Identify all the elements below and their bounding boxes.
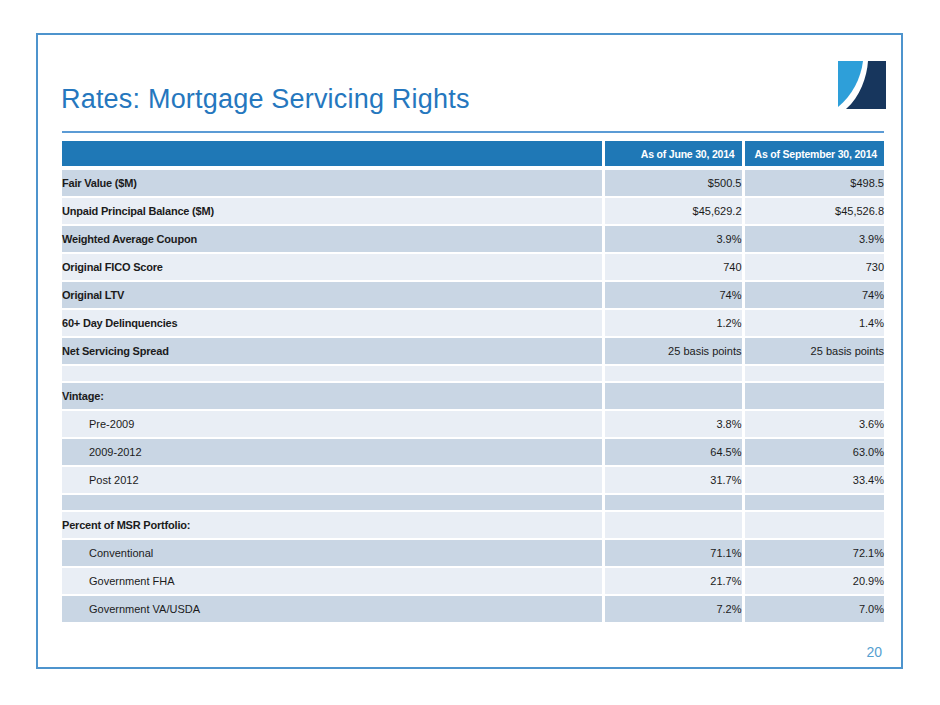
- row-value-september: 730: [743, 253, 884, 281]
- table-section-row: Percent of MSR Portfolio:: [62, 511, 884, 539]
- row-value-june: $500.5: [603, 168, 743, 197]
- table-row: Pre-2009 3.8% 3.6%: [62, 410, 884, 438]
- title-underline-rule: [62, 131, 884, 133]
- row-value-september: 33.4%: [743, 466, 884, 494]
- row-label: 2009-2012: [62, 438, 603, 466]
- presentation-slide: Rates: Mortgage Servicing Rights As of J…: [0, 0, 940, 705]
- table-spacer-row: [62, 365, 884, 382]
- row-value-june: 74%: [603, 281, 743, 309]
- table-row: 2009-2012 64.5% 63.0%: [62, 438, 884, 466]
- row-label: Unpaid Principal Balance ($M): [62, 197, 603, 225]
- row-value-june: 31.7%: [603, 466, 743, 494]
- row-value-june: 740: [603, 253, 743, 281]
- row-label: Government VA/USDA: [62, 595, 603, 623]
- row-value-september: 3.6%: [743, 410, 884, 438]
- row-value-june: 1.2%: [603, 309, 743, 337]
- row-value-september: [743, 382, 884, 410]
- row-label: Pre-2009: [62, 410, 603, 438]
- row-label: Vintage:: [62, 382, 603, 410]
- column-header-june: As of June 30, 2014: [603, 141, 743, 168]
- row-label: Weighted Average Coupon: [62, 225, 603, 253]
- row-label: Government FHA: [62, 567, 603, 595]
- row-value-september: 3.9%: [743, 225, 884, 253]
- row-value-september: $498.5: [743, 168, 884, 197]
- row-value-june: 3.9%: [603, 225, 743, 253]
- msr-table-container: As of June 30, 2014 As of September 30, …: [62, 141, 884, 624]
- row-value-september: [743, 494, 884, 511]
- row-value-september: $45,526.8: [743, 197, 884, 225]
- row-label: Percent of MSR Portfolio:: [62, 511, 603, 539]
- row-value-september: 7.0%: [743, 595, 884, 623]
- row-label: Original FICO Score: [62, 253, 603, 281]
- table-row: Post 2012 31.7% 33.4%: [62, 466, 884, 494]
- row-value-june: [603, 494, 743, 511]
- table-row: Unpaid Principal Balance ($M) $45,629.2 …: [62, 197, 884, 225]
- row-value-september: [743, 511, 884, 539]
- row-label: [62, 365, 603, 382]
- table-spacer-row: [62, 494, 884, 511]
- row-value-june: $45,629.2: [603, 197, 743, 225]
- row-value-september: 25 basis points: [743, 337, 884, 365]
- row-label: [62, 494, 603, 511]
- row-value-september: 74%: [743, 281, 884, 309]
- slide-title: Rates: Mortgage Servicing Rights: [61, 84, 470, 115]
- column-header-blank: [62, 141, 603, 168]
- table-row: 60+ Day Delinquencies 1.2% 1.4%: [62, 309, 884, 337]
- row-label: Original LTV: [62, 281, 603, 309]
- table-row: Original FICO Score 740 730: [62, 253, 884, 281]
- row-label: Net Servicing Spread: [62, 337, 603, 365]
- table-row: Original LTV 74% 74%: [62, 281, 884, 309]
- table-row: Government FHA 21.7% 20.9%: [62, 567, 884, 595]
- table-row: Conventional 71.1% 72.1%: [62, 539, 884, 567]
- row-value-june: [603, 365, 743, 382]
- row-label: Conventional: [62, 539, 603, 567]
- row-value-june: 3.8%: [603, 410, 743, 438]
- row-value-june: 64.5%: [603, 438, 743, 466]
- row-value-june: 71.1%: [603, 539, 743, 567]
- table-row: Fair Value ($M) $500.5 $498.5: [62, 168, 884, 197]
- table-row: Government VA/USDA 7.2% 7.0%: [62, 595, 884, 623]
- row-value-june: [603, 511, 743, 539]
- row-value-september: 1.4%: [743, 309, 884, 337]
- row-value-september: [743, 365, 884, 382]
- row-value-june: 21.7%: [603, 567, 743, 595]
- row-label: Fair Value ($M): [62, 168, 603, 197]
- row-value-june: 7.2%: [603, 595, 743, 623]
- row-value-september: 20.9%: [743, 567, 884, 595]
- table-section-row: Vintage:: [62, 382, 884, 410]
- company-logo-icon: [838, 61, 886, 109]
- row-label: 60+ Day Delinquencies: [62, 309, 603, 337]
- page-number: 20: [830, 644, 882, 660]
- row-value-june: 25 basis points: [603, 337, 743, 365]
- row-value-september: 63.0%: [743, 438, 884, 466]
- table-header-row: As of June 30, 2014 As of September 30, …: [62, 141, 884, 168]
- msr-table: As of June 30, 2014 As of September 30, …: [62, 141, 884, 624]
- row-value-june: [603, 382, 743, 410]
- row-label: Post 2012: [62, 466, 603, 494]
- table-row: Net Servicing Spread 25 basis points 25 …: [62, 337, 884, 365]
- table-row: Weighted Average Coupon 3.9% 3.9%: [62, 225, 884, 253]
- column-header-september: As of September 30, 2014: [743, 141, 884, 168]
- row-value-september: 72.1%: [743, 539, 884, 567]
